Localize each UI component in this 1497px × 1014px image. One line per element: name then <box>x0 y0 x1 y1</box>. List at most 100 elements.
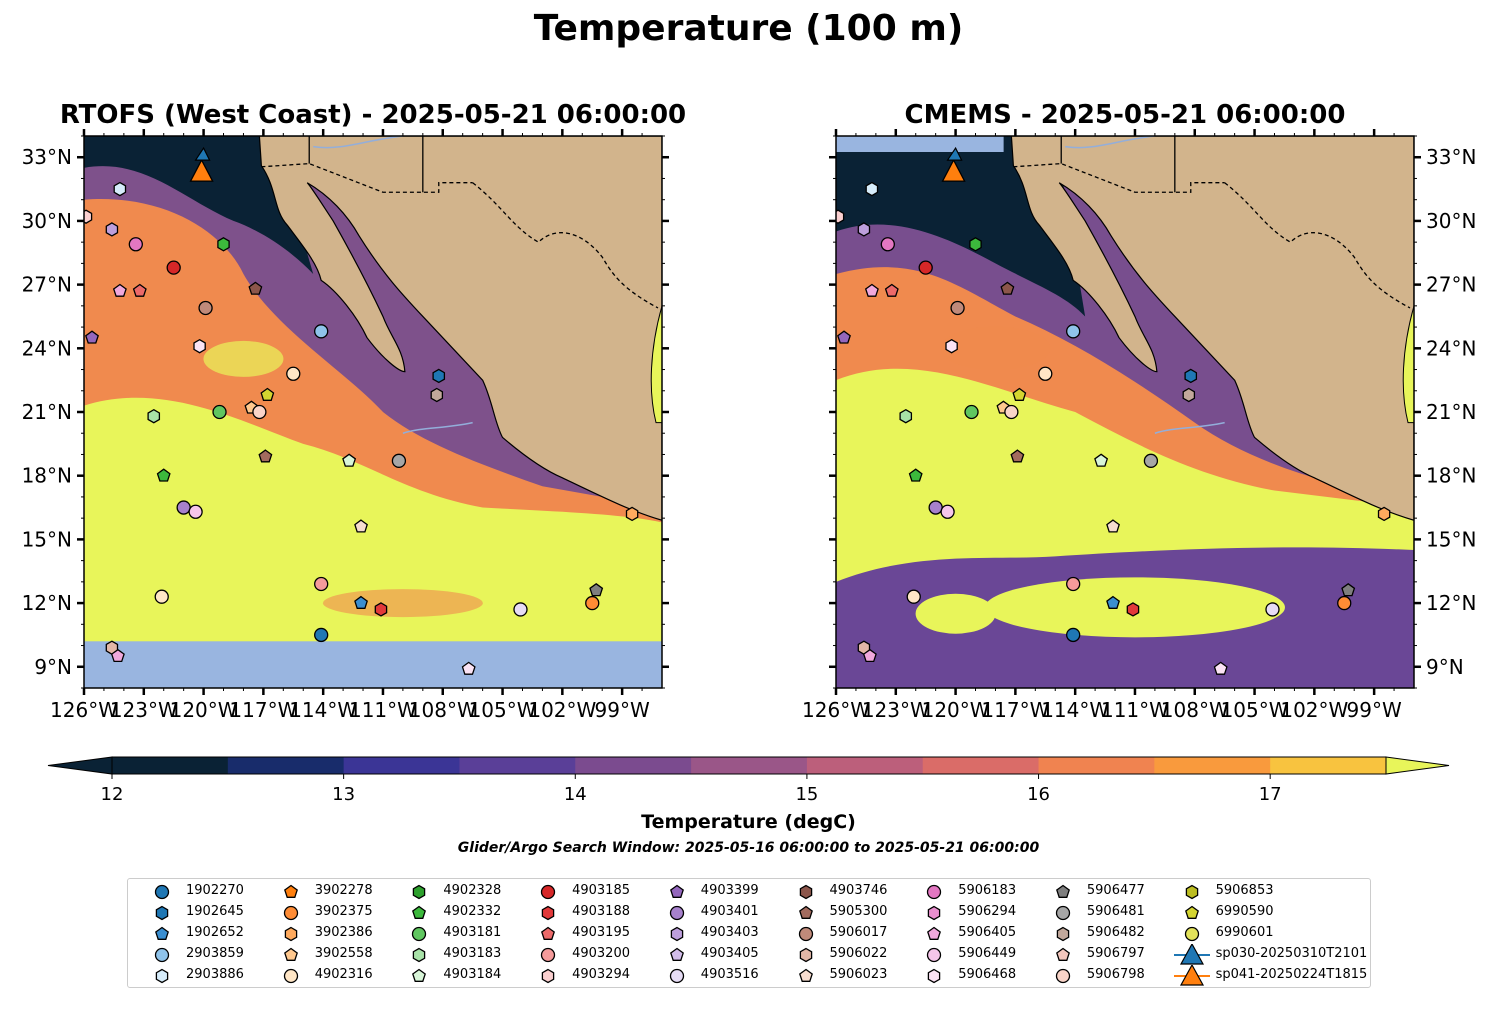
lon-tick-label: 102°W <box>1280 698 1348 722</box>
float-marker <box>964 404 979 420</box>
float-marker <box>188 504 203 519</box>
legend-marker <box>927 968 941 984</box>
lon-tick-label: 120°W <box>170 698 238 722</box>
legend-marker <box>283 884 298 898</box>
float-marker <box>248 281 263 295</box>
legend-marker <box>413 884 426 900</box>
lon-tick-label: 114°W <box>1041 698 1109 722</box>
float-marker <box>837 330 851 344</box>
legend-label: 5906449 <box>958 946 1017 961</box>
legend-label: 4903183 <box>443 946 502 961</box>
float-marker <box>314 627 329 643</box>
lon-tick-label: 102°W <box>528 698 596 722</box>
float-marker <box>1010 449 1025 463</box>
float-marker <box>286 366 301 381</box>
lat-tick-label: 9°N <box>34 655 72 679</box>
legend-marker <box>413 947 426 963</box>
river <box>1154 421 1225 434</box>
float-marker <box>342 453 357 467</box>
float-marker <box>314 576 329 592</box>
float-marker <box>928 500 943 515</box>
legend-label: 4903516 <box>700 967 759 982</box>
colorbar-tick-label: 14 <box>563 784 587 805</box>
river <box>402 421 473 434</box>
float-marker <box>258 449 273 463</box>
legend-label: 4903200 <box>572 946 630 961</box>
legend-label: 1902645 <box>186 904 244 919</box>
state-borders <box>1060 136 1176 193</box>
legend-marker <box>669 884 684 898</box>
search-window-note: Glider/Argo Search Window: 2025-05-16 06… <box>457 840 1040 856</box>
legend-marker <box>541 926 556 940</box>
lat-tick-label: 33°N <box>22 145 72 169</box>
legend-marker <box>412 968 427 982</box>
float-marker <box>1213 661 1228 675</box>
float-marker <box>1066 576 1081 592</box>
legend-label: 5906481 <box>1086 904 1145 919</box>
float-marker <box>1106 519 1120 533</box>
map-panels: 126°W123°W120°W117°W114°W111°W108°W105°W… <box>22 129 1476 722</box>
float-marker <box>112 283 127 297</box>
legend-marker <box>1179 965 1204 986</box>
lon-tick-label: 108°W <box>1161 698 1229 722</box>
float-marker <box>1094 453 1109 467</box>
legend-marker <box>927 947 942 963</box>
legend-marker <box>1179 944 1204 965</box>
legend-label: 1902270 <box>186 883 244 898</box>
float-marker <box>1182 387 1196 403</box>
lat-tick-label: 30°N <box>22 209 72 233</box>
panel-title-rtofs: RTOFS (West Coast) - 2025-05-21 06:00:00 <box>59 100 687 130</box>
legend: 1902270 1902645 1902652 2903859 2903886 39022… <box>127 878 1371 988</box>
glider-marker <box>946 146 963 161</box>
float-marker <box>430 387 444 403</box>
float-marker <box>110 648 125 663</box>
legend-marker <box>541 905 555 921</box>
legend-marker <box>927 905 941 921</box>
lat-tick-label: 18°N <box>1426 464 1476 488</box>
float-marker <box>940 504 955 519</box>
legend-label: sp030-20250310T2101 <box>1215 946 1368 961</box>
float-marker <box>945 338 958 354</box>
float-marker <box>1184 368 1198 384</box>
legend-marker <box>1056 926 1070 942</box>
colorbar-tick-label: 13 <box>332 784 356 805</box>
float-marker <box>193 338 206 354</box>
legend-label: 5906405 <box>958 925 1017 940</box>
legend-marker <box>154 947 170 963</box>
legend-marker <box>669 968 684 984</box>
float-marker <box>865 181 879 197</box>
legend-label: 2903859 <box>186 946 244 961</box>
float-marker <box>1265 602 1280 617</box>
float-marker <box>354 595 368 609</box>
legend-marker <box>1185 884 1198 900</box>
legend-marker <box>541 968 555 984</box>
lon-tick-label: 126°W <box>50 698 118 722</box>
gulf-sliver <box>1402 305 1414 424</box>
legend-label: 5905300 <box>829 904 888 919</box>
float-marker <box>212 404 227 420</box>
float-marker <box>156 468 171 482</box>
legend-label: 5906023 <box>829 967 888 982</box>
float-marker <box>1000 281 1015 295</box>
float-marker <box>432 368 446 384</box>
float-marker <box>252 404 267 420</box>
glider-marker <box>194 146 211 161</box>
legend-marker <box>412 905 427 919</box>
float-marker <box>166 260 181 275</box>
legend-marker <box>1055 884 1070 898</box>
legend-marker <box>798 968 813 982</box>
south-warm-patch-2 <box>915 593 996 634</box>
legend-label: 5906853 <box>1215 883 1274 898</box>
legend-label: 4903195 <box>572 925 630 940</box>
float-marker <box>864 283 879 297</box>
mid-patch <box>940 326 1051 371</box>
legend-marker <box>798 926 813 942</box>
legend-label: 4903181 <box>443 925 502 940</box>
legend-label: 5906477 <box>1086 883 1145 898</box>
lon-tick-label: 117°W <box>229 698 297 722</box>
glider-marker <box>189 158 214 182</box>
float-marker <box>857 222 871 237</box>
colorbar-tick-label: 17 <box>1258 784 1282 805</box>
float-marker <box>128 237 143 252</box>
float-marker <box>1341 582 1356 597</box>
